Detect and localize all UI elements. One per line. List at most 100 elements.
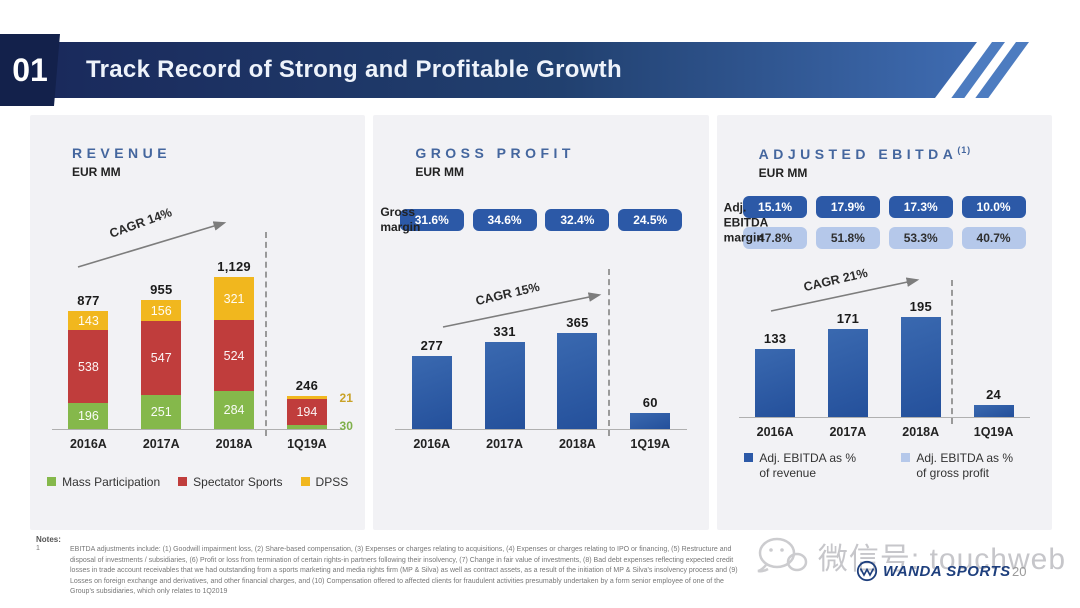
bar-column: 1,129 321 524 284 xyxy=(198,203,271,429)
x-axis-label: 2018A xyxy=(558,437,596,451)
bar-segment: 251 xyxy=(141,395,182,429)
badge-cell: 32.4% xyxy=(541,209,614,231)
gross-profit-card: GROSS PROFIT EUR MM Gross margin 31.6% 34… xyxy=(373,115,709,530)
gross-margin-badges: Gross margin 31.6% 34.6% 32.4% 24.5% xyxy=(373,205,708,234)
note-number: 1 xyxy=(36,545,40,552)
bar-segment xyxy=(286,396,327,399)
margin-badge: 10.0% xyxy=(961,196,1026,218)
legend-item: Spectator Sports xyxy=(178,475,283,489)
badge-cell: 40.7% xyxy=(957,227,1030,249)
adjusted-ebitda-card: ADJUSTED EBITDA(1) EUR MM Adj. EBITDA ma… xyxy=(716,115,1052,530)
legend-label: Spectator Sports xyxy=(193,475,283,489)
bar: 143 538 196 xyxy=(68,311,109,429)
legend-label: Adj. EBITDA as % of revenue xyxy=(759,451,857,480)
revenue-bars: 877 143 538 196 955 156 547 251 1,129 321 524 284 24… xyxy=(52,203,353,433)
wechat-icon xyxy=(757,537,808,573)
x-axis-label: 2017A xyxy=(142,437,180,451)
gross-profit-plot: CAGR 15% 277 331 365 60 xyxy=(395,245,687,436)
margin-badge: 51.8% xyxy=(815,227,880,249)
badge-cell: 17.3% xyxy=(884,196,957,218)
revenue-legend: Mass Participation Spectator Sports DPSS xyxy=(30,475,365,489)
bar xyxy=(900,317,941,417)
bar: 194 21 30 xyxy=(286,391,353,433)
legend-swatch xyxy=(178,477,188,486)
cagr-arrow xyxy=(443,292,602,328)
margin-badge: 17.3% xyxy=(888,196,953,218)
bar-segment: 143 xyxy=(68,311,109,330)
cagr-arrow xyxy=(77,221,227,268)
ebitda-margin-badges: Adj. EBITDA margin 15.1% 17.9% 17.3% 10.0% 4… xyxy=(717,196,1052,249)
revenue-plot: CAGR 14% 877 143 538 196 955 156 547 251 1,129 32… xyxy=(52,203,353,436)
gross-profit-bars: 277 331 365 60 xyxy=(395,245,686,429)
x-axis-label: 2017A xyxy=(486,437,523,451)
bar-column: 171 xyxy=(811,259,884,417)
bar-column: 246 194 21 30 xyxy=(270,203,353,433)
bar-column: 277 xyxy=(395,245,468,429)
x-axis-label: 1Q19A xyxy=(287,437,327,451)
legend-item: Adj. EBITDA as % of revenue xyxy=(744,451,867,481)
margin-badge: 24.5% xyxy=(618,209,683,231)
bar-column: 365 xyxy=(541,245,614,429)
revenue-x-axis: 2016A 2017A 2018A 1Q19A xyxy=(52,437,343,451)
x-axis-label: 2016A xyxy=(756,425,794,439)
adjusted-ebitda-plot: CAGR 21% 133 171 195 24 xyxy=(738,259,1030,424)
x-axis-label: 2017A xyxy=(829,425,867,439)
wanda-sports-logo: WANDA SPORTS xyxy=(856,560,1011,582)
bar xyxy=(630,413,671,429)
footnotes: Notes: 1 EBITDA adjustments include: (1)… xyxy=(36,535,748,598)
bar-column: 331 xyxy=(468,245,541,429)
badge-cell: 34.6% xyxy=(468,209,541,231)
charts-row: REVENUE EUR MM CAGR 14% 877 143 538 196 955 1… xyxy=(30,115,1052,530)
badge-cell: 53.3% xyxy=(884,227,957,249)
bar-total-label: 60 xyxy=(642,395,658,410)
revenue-card: REVENUE EUR MM CAGR 14% 877 143 538 196 955 1… xyxy=(30,115,366,530)
bar-total-label: 133 xyxy=(763,331,787,346)
badge-cell: 51.8% xyxy=(811,227,884,249)
revenue-unit: EUR MM xyxy=(72,165,121,179)
slide-number: 01 xyxy=(12,51,48,88)
bar: 321 524 284 xyxy=(214,277,255,429)
legend-swatch xyxy=(744,453,754,462)
outside-segment-label: 30 xyxy=(339,419,353,433)
ebitda-margin-label: Adj. EBITDA margin xyxy=(723,200,768,244)
badge-cell: 15.1% xyxy=(739,196,812,218)
badge-cell: 17.9% xyxy=(811,196,884,218)
wanda-sports-icon xyxy=(856,560,878,582)
bar-total-label: 365 xyxy=(566,315,589,330)
bar-total-label: 877 xyxy=(77,293,100,308)
bar-segment: 194 xyxy=(286,399,327,425)
bar-total-label: 331 xyxy=(493,324,516,339)
bar-column: 60 xyxy=(614,245,687,429)
legend-label: DPSS xyxy=(315,475,349,489)
badge-cell: 31.6% xyxy=(395,209,468,231)
bar-total-label: 246 xyxy=(295,378,319,393)
bar-total-label: 171 xyxy=(836,311,860,326)
bar-column: 24 xyxy=(957,259,1030,417)
wechat-watermark: 微信号: touchweb xyxy=(756,534,1066,578)
margin-badge: 15.1% xyxy=(743,196,808,218)
badge-cell: 10.0% xyxy=(957,196,1030,218)
bar xyxy=(755,349,796,417)
period-separator-line xyxy=(607,268,610,436)
watermark-text: 微信号: touchweb xyxy=(817,543,1066,576)
adjusted-ebitda-unit: EUR MM xyxy=(758,166,808,180)
cagr-arrow xyxy=(770,277,920,312)
gross-profit-x-axis: 2016A 2017A 2018A 1Q19A xyxy=(395,437,686,451)
adjusted-ebitda-legend: Adj. EBITDA as % of revenue Adj. EBITDA a… xyxy=(717,451,1052,481)
bar xyxy=(484,342,525,429)
legend-item: Mass Participation xyxy=(47,475,160,489)
footnote-reference: (1) xyxy=(957,145,972,155)
revenue-title: REVENUE xyxy=(72,145,172,161)
notes-title: Notes: xyxy=(36,535,61,544)
legend-swatch xyxy=(47,477,57,486)
adjusted-ebitda-bars: 133 171 195 24 xyxy=(739,259,1030,417)
bar: 156 547 251 xyxy=(141,300,182,429)
bar-column: 955 156 547 251 xyxy=(125,203,198,429)
margin-badge-row: 15.1% 17.9% 17.3% 10.0% xyxy=(739,196,1030,218)
gross-profit-unit: EUR MM xyxy=(415,165,464,179)
legend-swatch xyxy=(901,453,911,462)
x-axis-label: 1Q19A xyxy=(630,437,671,451)
bar xyxy=(411,356,452,429)
bar-segment: 156 xyxy=(141,300,182,321)
note-text: EBITDA adjustments include: (1) Goodwill… xyxy=(70,546,738,595)
